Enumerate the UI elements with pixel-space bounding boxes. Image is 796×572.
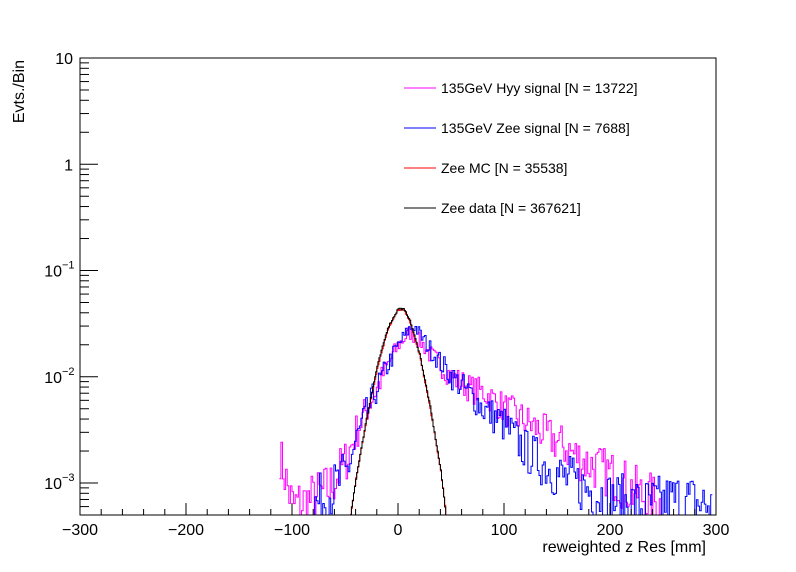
legend-label: Zee MC [N = 35538]: [441, 160, 567, 176]
y-tick-exponent: −1: [62, 260, 75, 272]
legend: 135GeV Hyy signal [N = 13722] 135GeV Zee …: [404, 80, 638, 216]
legend-label: 135GeV Zee signal [N = 7688]: [441, 120, 630, 136]
tick-layer: [79, 57, 717, 516]
x-tick-label: −100: [274, 522, 310, 539]
y-tick-label: 1: [64, 157, 73, 174]
x-tick-label: 0: [394, 522, 403, 539]
series-line-1: [279, 327, 665, 516]
y-tick-label: 10: [55, 51, 73, 68]
y-tick-exponent: −2: [62, 366, 75, 378]
x-axis-title: reweighted z Res [mm]: [542, 539, 706, 556]
y-axis-title: Evts./Bin: [11, 60, 28, 123]
x-tick-label: 100: [491, 522, 518, 539]
x-tick-label: 200: [597, 522, 624, 539]
y-tick-exponent: −3: [62, 472, 75, 484]
legend-label: 135GeV Hyy signal [N = 13722]: [441, 80, 638, 96]
series-line-4: [350, 307, 447, 516]
x-tick-label: −300: [62, 522, 98, 539]
x-tick-label: 300: [703, 522, 730, 539]
x-tick-label: −200: [168, 522, 204, 539]
y-tick-label: 10: [44, 476, 62, 493]
y-tick-label: 10: [44, 370, 62, 387]
legend-label: Zee data [N = 367621]: [441, 200, 581, 216]
y-tick-label: 10: [44, 264, 62, 281]
